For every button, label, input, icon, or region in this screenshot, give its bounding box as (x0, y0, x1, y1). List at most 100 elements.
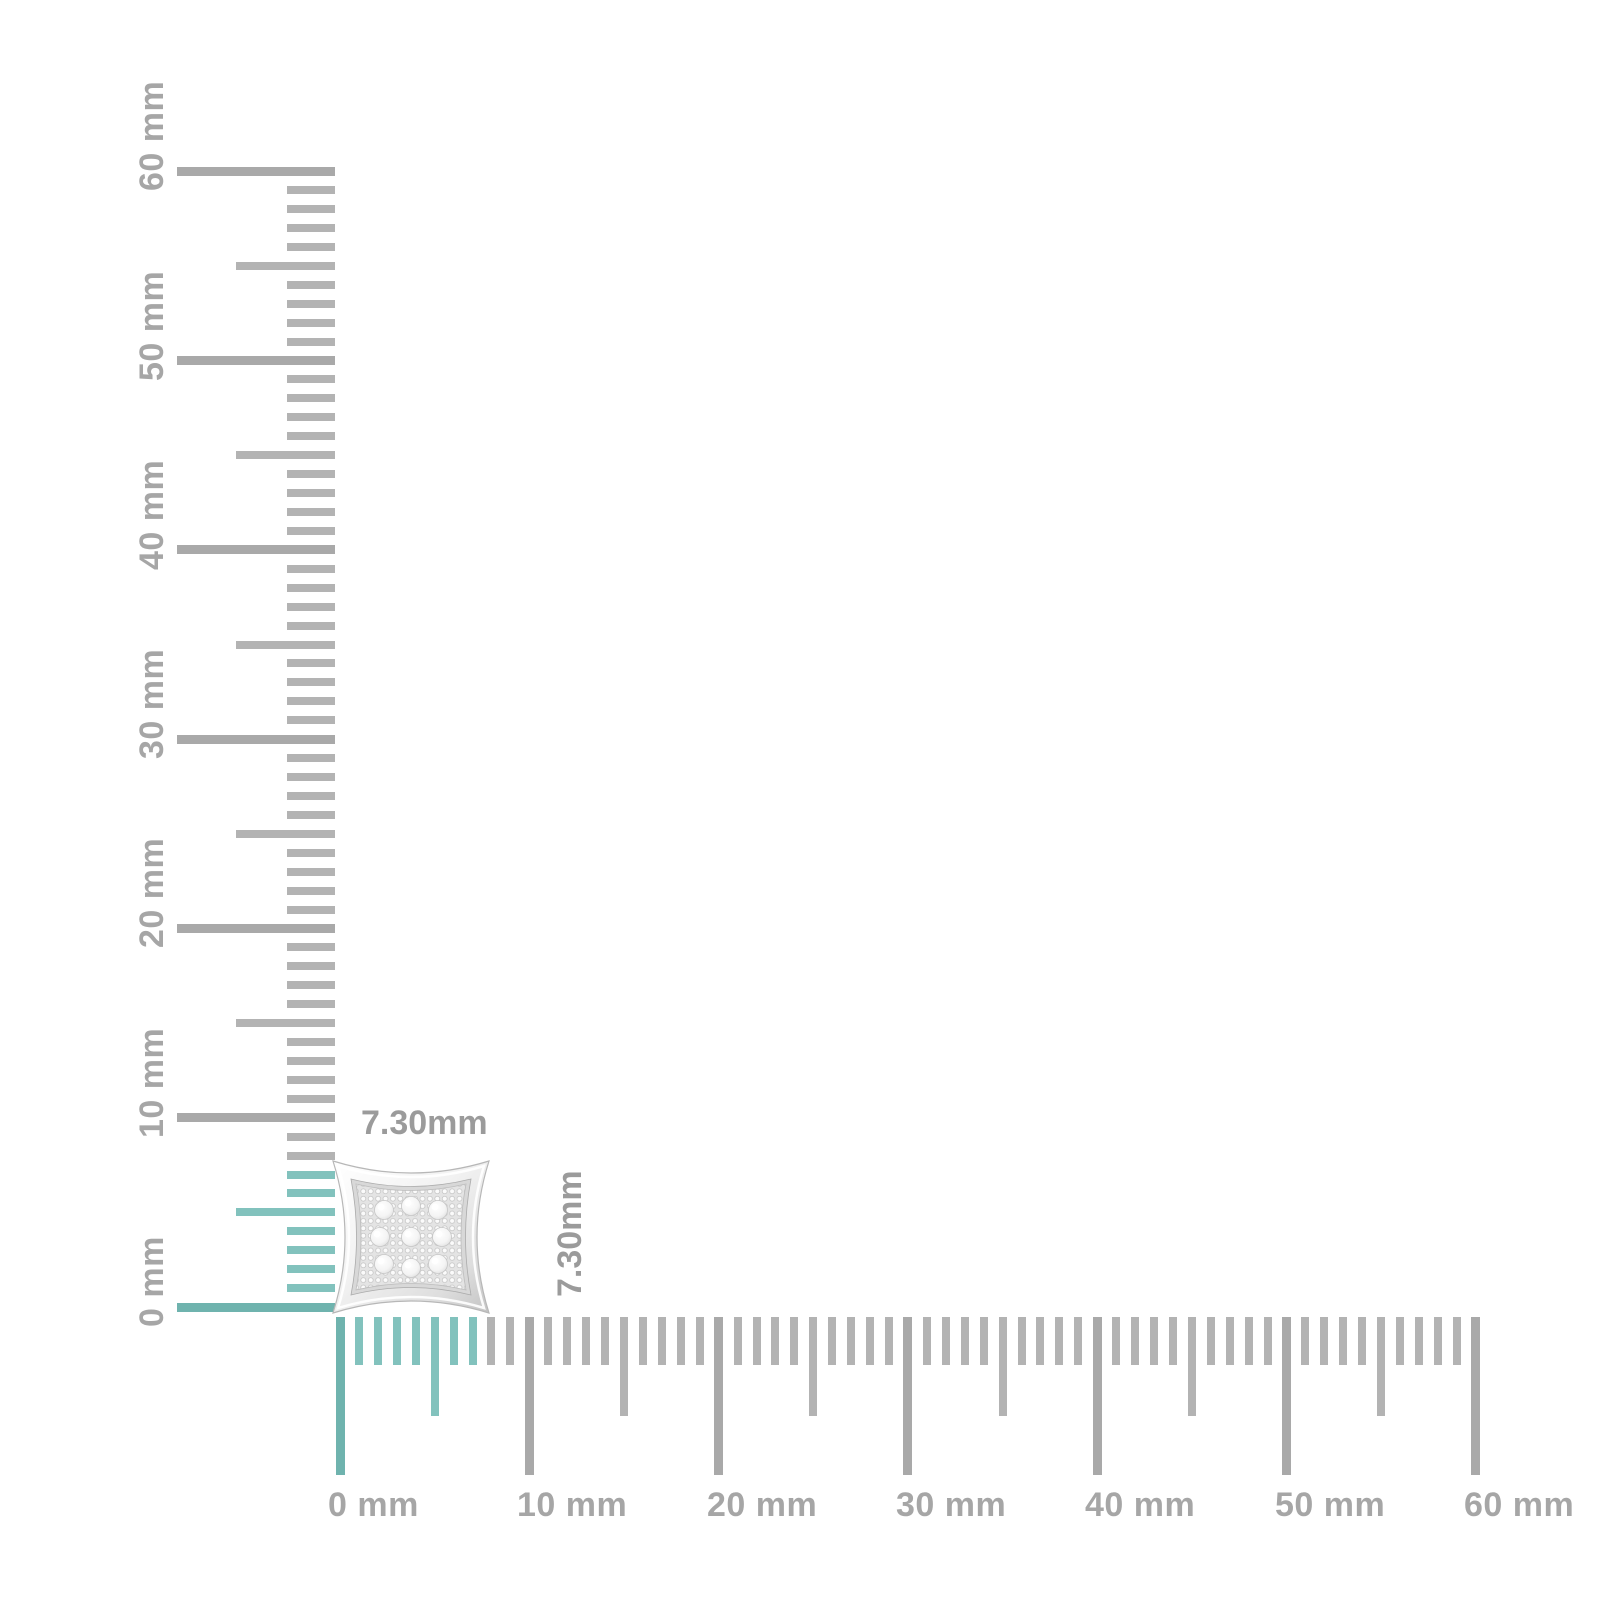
ruler-tick (638, 1317, 647, 1365)
ruler-tick (287, 489, 335, 497)
ruler-tick (1377, 1317, 1386, 1416)
ruler-tick (1452, 1317, 1461, 1365)
ruler-tick (287, 1265, 335, 1274)
ruler-tick (752, 1317, 761, 1365)
ruler-tick (1074, 1317, 1083, 1365)
ruler-tick (287, 1075, 335, 1084)
ruler-tick (287, 224, 335, 232)
ruler-tick (998, 1317, 1007, 1416)
ruler-tick (620, 1317, 628, 1416)
ruler-tick (373, 1317, 382, 1365)
ruler-tick (287, 678, 335, 687)
ruler-tick (922, 1317, 931, 1365)
ruler-tick (236, 451, 335, 460)
ruler-tick (177, 1113, 335, 1123)
ruler-tick (287, 754, 335, 762)
ruler-tick (733, 1317, 742, 1365)
ruler-tick (601, 1317, 609, 1365)
ruler-tick (979, 1317, 988, 1365)
ruler-tick (809, 1317, 818, 1416)
ruler-tick (1131, 1317, 1140, 1365)
earring-product-image (332, 1160, 490, 1314)
ruler-tick (544, 1317, 553, 1365)
ruler-label: 0 mm (133, 1236, 171, 1327)
ruler-tick (790, 1317, 799, 1365)
ruler-tick (287, 697, 335, 706)
ruler-tick (449, 1317, 458, 1365)
ruler-label: 10 mm (133, 1027, 171, 1138)
ruler-tick (287, 1132, 335, 1141)
ruler-tick (1017, 1317, 1026, 1365)
ruler-label: 40 mm (133, 459, 171, 570)
ruler-tick (866, 1317, 874, 1365)
ruler-label: 20 mm (133, 837, 171, 948)
ruler-tick (1055, 1317, 1064, 1365)
ruler-tick (714, 1317, 724, 1475)
ruler-tick (287, 1246, 335, 1255)
ruler-label: 40 mm (1085, 1486, 1196, 1524)
ruler-label: 30 mm (133, 648, 171, 759)
ruler-tick (287, 375, 335, 384)
ruler-tick (828, 1317, 837, 1365)
ruler-tick (287, 299, 335, 308)
ruler-tick (287, 526, 335, 535)
ruler-tick (287, 1189, 335, 1198)
ruler-tick (236, 1208, 335, 1217)
ruler-tick (885, 1317, 893, 1365)
ruler-tick (524, 1317, 534, 1475)
ruler-tick (287, 1000, 335, 1009)
ruler-tick (771, 1317, 780, 1365)
ruler-tick (1396, 1317, 1405, 1365)
ruler-label: 50 mm (1275, 1486, 1386, 1524)
ruler-tick (236, 640, 335, 649)
ruler-tick (1187, 1317, 1196, 1416)
product-height-dimension-label: 7.30mm (551, 1170, 589, 1297)
ruler-label: 20 mm (707, 1486, 818, 1524)
ruler-tick (287, 413, 335, 422)
ruler-tick (287, 716, 335, 725)
ruler-tick (1225, 1317, 1234, 1365)
ruler-tick (582, 1317, 591, 1365)
ruler-tick (177, 356, 335, 365)
ruler-tick (287, 602, 335, 611)
ruler-tick (1036, 1317, 1045, 1365)
ruler-tick (287, 507, 335, 516)
earring-diamonds (370, 1196, 452, 1278)
ruler-tick (287, 1227, 335, 1236)
earring-frame-highlight (336, 1164, 486, 1310)
ruler-tick (563, 1317, 572, 1365)
ruler-label: 60 mm (1464, 1486, 1575, 1524)
ruler-tick (287, 583, 335, 592)
ruler-tick (287, 810, 335, 819)
ruler-tick (1339, 1317, 1348, 1365)
ruler-tick (1320, 1317, 1329, 1365)
ruler-tick (941, 1317, 950, 1365)
ruler-tick (1112, 1317, 1121, 1365)
ruler-tick (287, 205, 335, 214)
ruler-tick (354, 1317, 363, 1365)
ruler-tick (287, 621, 335, 630)
ruler-tick (287, 337, 335, 346)
ruler-label: 10 mm (517, 1486, 628, 1524)
ruler-tick (236, 1019, 335, 1027)
ruler-tick (287, 1056, 335, 1065)
ruler-tick (177, 545, 335, 555)
ruler-tick (287, 186, 335, 195)
ruler-tick (287, 943, 335, 952)
ruler-tick (487, 1317, 496, 1365)
ruler-tick (287, 242, 335, 251)
ruler-tick (657, 1317, 666, 1365)
ruler-tick (177, 923, 335, 933)
ruler-tick (177, 166, 335, 176)
ruler-tick (236, 829, 335, 838)
ruler-tick (430, 1317, 439, 1416)
ruler-tick (960, 1317, 969, 1365)
ruler-label: 30 mm (896, 1486, 1007, 1524)
ruler-label: 60 mm (133, 80, 171, 191)
ruler-tick (287, 962, 335, 971)
ruler-tick (411, 1317, 420, 1365)
ruler-tick (287, 848, 335, 857)
ruler-tick (392, 1317, 401, 1365)
ruler-tick (1358, 1317, 1367, 1365)
ruler-tick (695, 1317, 704, 1365)
